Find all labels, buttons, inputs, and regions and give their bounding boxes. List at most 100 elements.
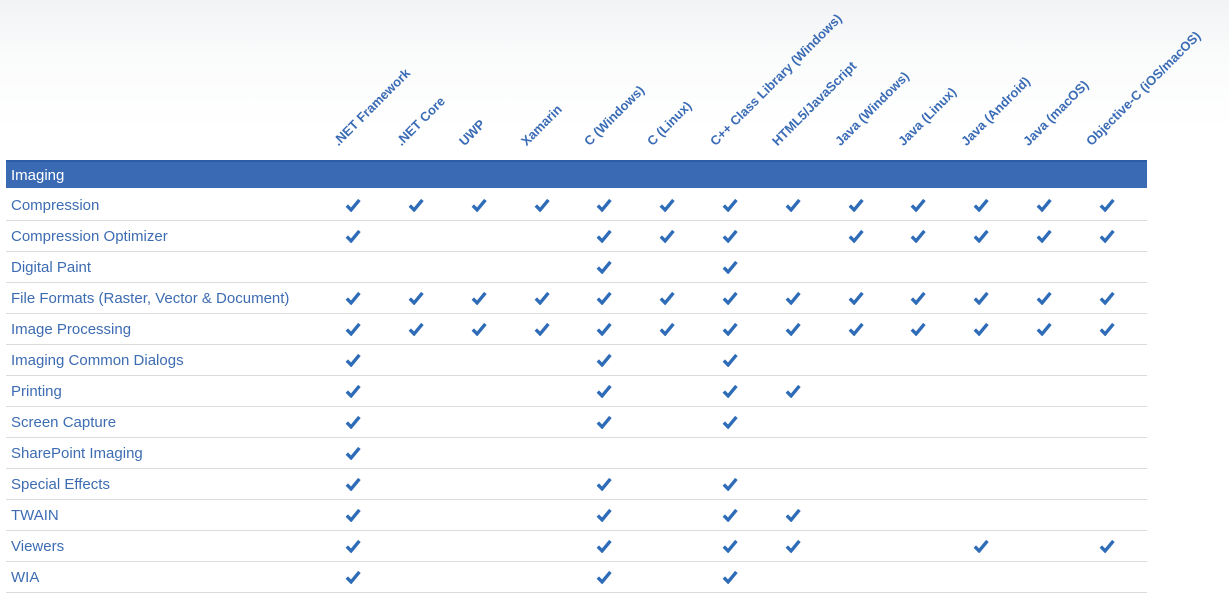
table-row-wia: WIA [6,562,1147,593]
cell-sharepoint-imaging-c-class-library-windows [699,438,762,468]
cell-special-effects-java-android [950,469,1013,499]
row-label-file-formats-raster-vector-document[interactable]: File Formats (Raster, Vector & Document) [11,289,290,307]
cell-special-effects-uwp [448,469,511,499]
cell-compression-java-linux [887,190,950,220]
cell-sharepoint-imaging-objective-c-ios-macos [1075,438,1138,468]
check-icon [659,291,675,305]
check-icon [408,198,424,212]
cell-viewers-html5-javascript [761,531,824,561]
check-icon [345,539,362,553]
cell-printing-java-windows [824,376,887,406]
cell-screen-capture-c-windows [573,407,636,437]
cell-printing-xamarin [510,376,573,406]
check-icon [910,229,926,243]
cell-digital-paint-java-windows [824,252,887,282]
check-icon [785,384,801,398]
cell-twain-java-windows [824,500,887,530]
cell-file-formats-raster-vector-document-java-windows [824,283,887,313]
check-icon [1099,291,1115,305]
cell-digital-paint-objective-c-ios-macos [1075,252,1138,282]
check-icon [534,322,550,336]
cell-wia-uwp [448,562,511,592]
check-icon [973,198,989,212]
row-label-printing[interactable]: Printing [11,382,62,400]
cell-twain-c-class-library-windows [699,500,762,530]
cell-printing-html5-javascript [761,376,824,406]
cell-twain-net-core [385,500,448,530]
check-icon [345,415,362,429]
row-label-imaging-common-dialogs[interactable]: Imaging Common Dialogs [11,351,184,369]
cell-printing-net-framework [322,376,385,406]
cell-digital-paint-c-class-library-windows [699,252,762,282]
cell-compression-optimizer-net-core [385,221,448,251]
cell-imaging-common-dialogs-java-macos [1012,345,1075,375]
row-label-wia[interactable]: WIA [11,568,40,586]
check-icon [596,198,613,212]
cell-special-effects-net-core [385,469,448,499]
cell-digital-paint-c-windows [573,252,636,282]
cell-file-formats-raster-vector-document-java-android [950,283,1013,313]
check-icon [973,539,989,553]
cell-special-effects-java-windows [824,469,887,499]
check-icon [1099,539,1115,553]
cell-wia-net-core [385,562,448,592]
cell-digital-paint-xamarin [510,252,573,282]
cell-viewers-uwp [448,531,511,561]
cell-sharepoint-imaging-java-windows [824,438,887,468]
cell-file-formats-raster-vector-document-html5-javascript [761,283,824,313]
check-icon [471,322,487,336]
check-icon [722,198,738,212]
table-row-compression: Compression [6,190,1147,221]
cell-compression-xamarin [510,190,573,220]
cell-screen-capture-c-linux [636,407,699,437]
cell-digital-paint-java-android [950,252,1013,282]
check-icon [345,570,362,584]
check-icon [1099,229,1115,243]
cell-special-effects-html5-javascript [761,469,824,499]
check-icon [910,322,926,336]
column-headers: .NET Framework .NET Core UWP Xamarin C (Wind… [0,0,1229,162]
cell-compression-html5-javascript [761,190,824,220]
check-icon [785,508,801,522]
cell-sharepoint-imaging-c-linux [636,438,699,468]
cell-sharepoint-imaging-net-framework [322,438,385,468]
table-row-printing: Printing [6,376,1147,407]
cell-sharepoint-imaging-xamarin [510,438,573,468]
cell-digital-paint-net-core [385,252,448,282]
row-label-viewers[interactable]: Viewers [11,537,65,555]
row-label-special-effects[interactable]: Special Effects [11,475,110,493]
cell-twain-xamarin [510,500,573,530]
check-icon [345,477,362,491]
cell-file-formats-raster-vector-document-uwp [448,283,511,313]
cell-file-formats-raster-vector-document-c-linux [636,283,699,313]
check-icon [722,508,738,522]
row-label-digital-paint[interactable]: Digital Paint [11,258,92,276]
check-icon [596,353,613,367]
cell-printing-c-class-library-windows [699,376,762,406]
cell-sharepoint-imaging-java-android [950,438,1013,468]
cell-wia-java-macos [1012,562,1075,592]
row-label-image-processing[interactable]: Image Processing [11,320,132,338]
cell-image-processing-java-android [950,314,1013,344]
row-label-compression[interactable]: Compression [11,196,100,214]
check-icon [596,477,613,491]
cell-compression-optimizer-objective-c-ios-macos [1075,221,1138,251]
row-label-compression-optimizer[interactable]: Compression Optimizer [11,227,168,245]
cell-wia-html5-javascript [761,562,824,592]
row-label-sharepoint-imaging[interactable]: SharePoint Imaging [11,444,143,462]
check-icon [345,508,362,522]
row-label-screen-capture[interactable]: Screen Capture [11,413,117,431]
cell-special-effects-objective-c-ios-macos [1075,469,1138,499]
cell-image-processing-java-macos [1012,314,1075,344]
table-row-sharepoint-imaging: SharePoint Imaging [6,438,1147,469]
check-icon [345,229,362,243]
check-icon [973,291,989,305]
cell-printing-uwp [448,376,511,406]
cell-viewers-net-framework [322,531,385,561]
cell-compression-optimizer-xamarin [510,221,573,251]
row-label-twain[interactable]: TWAIN [11,506,59,524]
column-header-net-core: .NET Core [392,93,448,149]
check-icon [722,477,738,491]
check-icon [1099,198,1115,212]
